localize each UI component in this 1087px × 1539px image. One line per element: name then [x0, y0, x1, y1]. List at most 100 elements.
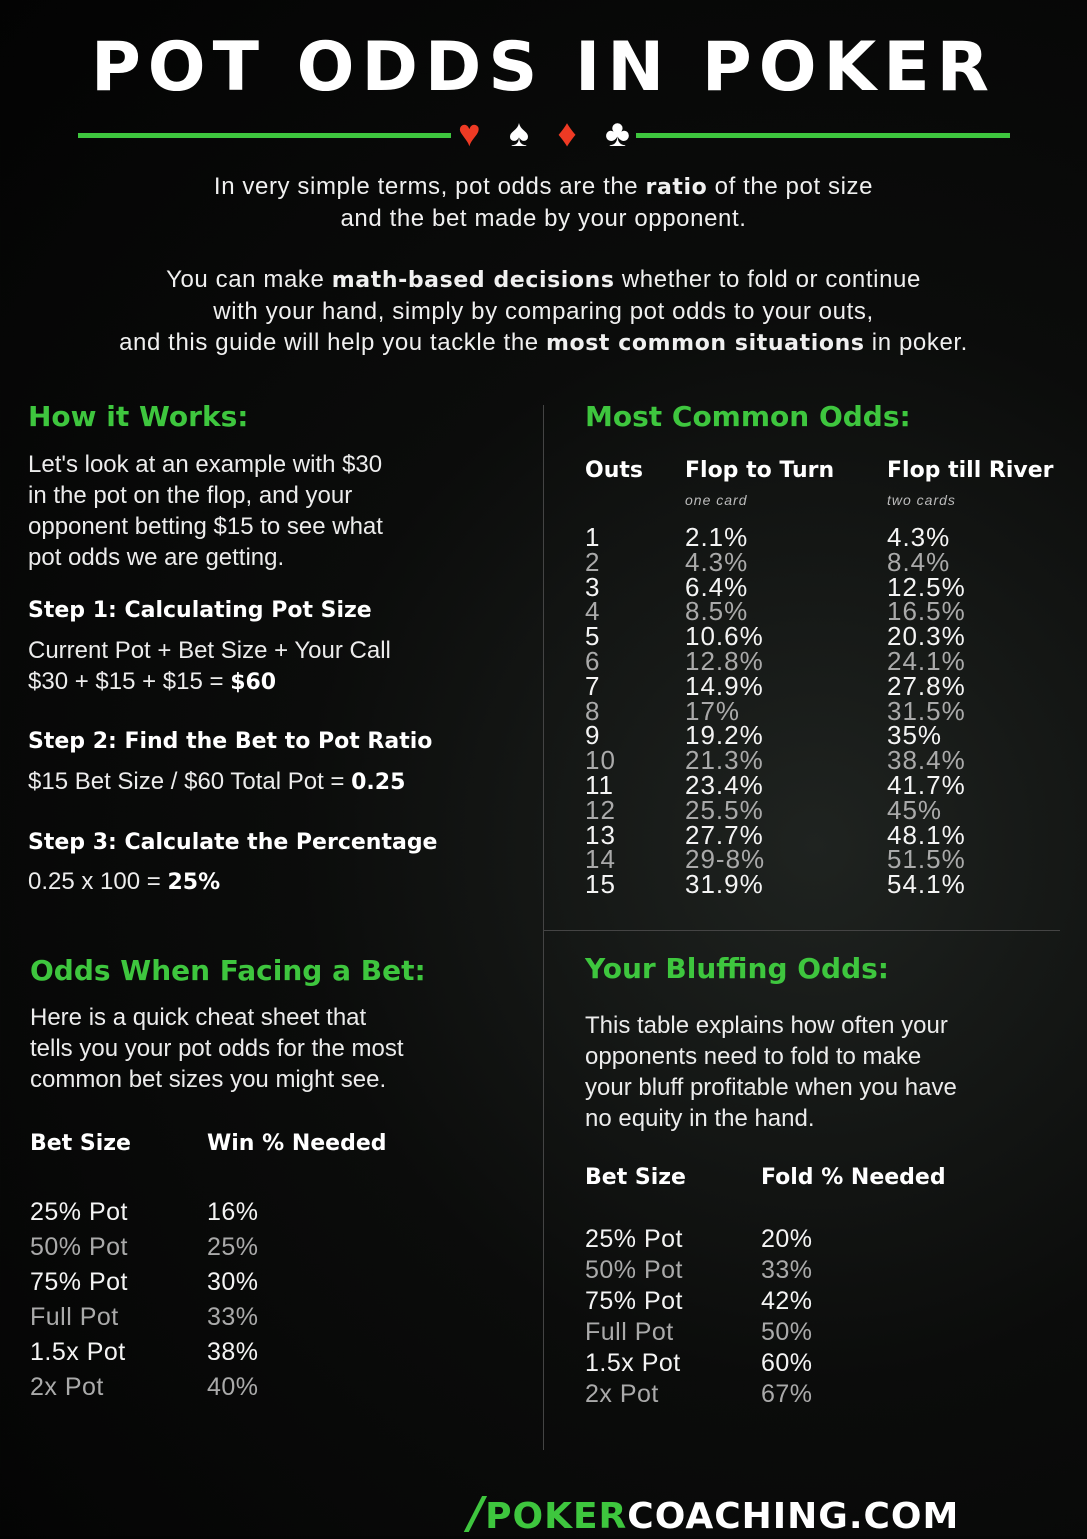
table-row: 50% Pot 25% — [30, 1233, 430, 1268]
table-cell: 50% Pot — [585, 1256, 684, 1284]
how-it-works-heading: How it Works: — [28, 400, 249, 433]
col-header-bet-size: Bet Size — [585, 1165, 686, 1190]
table-row: 1 2.1% 4.3% — [585, 522, 1065, 552]
text: Current Pot + Bet Size + Your Call — [28, 637, 391, 664]
facing-bet-text: Here is a quick cheat sheet that tells y… — [30, 1002, 404, 1095]
logo-text-coaching: COACHING.COM — [627, 1496, 960, 1537]
step-3-text: 0.25 x 100 = 25% — [28, 866, 220, 898]
facing-bet-table: 25% Pot 16% 50% Pot 25% 75% Pot 30% Full Pot 33… — [30, 1198, 430, 1408]
step-2-title: Step 2: Find the Bet to Pot Ratio — [28, 729, 433, 754]
table-cell: 17% — [685, 695, 741, 726]
page-title: POT ODDS IN POKER — [90, 28, 997, 107]
table-row: 6 12.8% 24.1% — [585, 645, 1065, 676]
table-cell: 38% — [207, 1338, 259, 1366]
table-cell: 2.1% — [685, 522, 749, 552]
table-row: 50% Pot 33% — [585, 1256, 985, 1287]
vertical-divider — [543, 405, 544, 1450]
table-row: 13 27.7% 48.1% — [585, 819, 1065, 850]
table-cell: 48.1% — [887, 819, 966, 850]
table-row: 25% Pot 20% — [585, 1225, 985, 1256]
table-cell: 21.3% — [685, 745, 764, 776]
common-odds-table: 1 2.1% 4.3% 2 4.3% 8.4% 3 6.4% 12.5% 4 8.5% 16.5% 5 1… — [585, 522, 1065, 900]
result: $60 — [230, 670, 277, 695]
logo: /POKERCOACHING.COM — [468, 1488, 959, 1539]
col-header-bet-size: Bet Size — [30, 1131, 131, 1156]
table-row: 9 19.2% 35% — [585, 720, 1065, 751]
table-row: 2 4.3% 8.4% — [585, 546, 1065, 577]
table-cell: 31.9% — [685, 869, 764, 900]
text: of the pot size — [707, 173, 874, 200]
common-odds-heading: Most Common Odds: — [585, 400, 911, 433]
table-row: 12 25.5% 45% — [585, 794, 1065, 825]
table-cell: 12.5% — [887, 571, 966, 602]
table-cell: 38.4% — [887, 745, 966, 776]
table-cell: 29-8% — [685, 844, 766, 875]
suits: ♥ ♠ ♦ ♣ — [458, 114, 630, 154]
text: your bluff profitable when you have — [585, 1074, 957, 1101]
table-cell: 11 — [585, 769, 614, 800]
table-cell: 41.7% — [887, 769, 966, 800]
table-cell: 12 — [585, 794, 616, 825]
col-header-win-needed: Win % Needed — [207, 1131, 387, 1156]
club-icon: ♣ — [605, 113, 630, 155]
table-cell: 8.5% — [685, 596, 749, 627]
table-cell: 30% — [207, 1268, 259, 1296]
table-cell: 9 — [585, 720, 601, 751]
table-cell: 4 — [585, 596, 601, 627]
table-cell: 1 — [585, 522, 601, 552]
heart-icon: ♥ — [458, 113, 481, 155]
table-cell: 51.5% — [887, 844, 966, 875]
table-cell: 1.5x Pot — [30, 1338, 126, 1366]
bold-text: ratio — [645, 175, 708, 200]
table-row: 5 10.6% 20.3% — [585, 621, 1065, 652]
text: Here is a quick cheat sheet that — [30, 1004, 367, 1031]
table-row: 1.5x Pot 38% — [30, 1338, 430, 1373]
result: 0.25 — [351, 770, 406, 795]
text: common bet sizes you might see. — [30, 1066, 387, 1093]
text: You can make — [166, 266, 332, 293]
table-cell: 20% — [761, 1225, 813, 1253]
col-header-flop-till-river: Flop till River — [887, 458, 1054, 483]
table-row: 11 23.4% 41.7% — [585, 769, 1065, 800]
table-cell: 8.4% — [887, 546, 951, 577]
table-cell: 5 — [585, 621, 601, 652]
table-cell: 67% — [761, 1380, 813, 1408]
table-cell: 25% Pot — [585, 1225, 684, 1253]
text: opponent betting $15 to see what — [28, 513, 383, 540]
facing-bet-heading: Odds When Facing a Bet: — [30, 954, 426, 987]
table-cell: 6.4% — [685, 571, 749, 602]
table-row: 25% Pot 16% — [30, 1198, 430, 1233]
text: tells you your pot odds for the most — [30, 1035, 404, 1062]
table-cell: 4.3% — [887, 522, 951, 552]
table-row: 75% Pot 30% — [30, 1268, 430, 1303]
table-row: 15 31.9% 54.1% — [585, 869, 1065, 900]
text: 0.25 x 100 = — [28, 868, 168, 895]
horizontal-divider — [544, 930, 1060, 931]
table-cell: 33% — [207, 1303, 259, 1331]
table-row: 1.5x Pot 60% — [585, 1349, 985, 1380]
table-cell: Full Pot — [585, 1318, 674, 1346]
table-cell: 42% — [761, 1287, 813, 1315]
table-cell: 27.7% — [685, 819, 764, 850]
bluffing-text: This table explains how often your oppon… — [585, 1010, 957, 1134]
table-cell: 10 — [585, 745, 616, 776]
table-cell: 27.8% — [887, 670, 966, 701]
table-cell: 40% — [207, 1373, 259, 1401]
table-cell: 4.3% — [685, 546, 749, 577]
table-cell: 75% Pot — [585, 1287, 684, 1315]
bold-text: math-based decisions — [331, 268, 615, 293]
table-cell: 6 — [585, 645, 601, 676]
diamond-icon: ♦ — [557, 113, 577, 155]
bluffing-table: 25% Pot 20% 50% Pot 33% 75% Pot 42% Full Pot 50… — [585, 1225, 985, 1411]
table-row: 2x Pot 67% — [585, 1380, 985, 1411]
bluffing-odds-heading: Your Bluffing Odds: — [585, 952, 890, 985]
text: In very simple terms, pot odds are the — [213, 173, 646, 200]
text: in the pot on the flop, and your — [28, 482, 353, 509]
table-cell: 45% — [887, 794, 943, 825]
table-cell: 23.4% — [685, 769, 764, 800]
table-cell: 54.1% — [887, 869, 966, 900]
table-cell: Full Pot — [30, 1303, 119, 1331]
table-cell: 2x Pot — [30, 1373, 104, 1401]
how-it-works-text: Let's look at an example with $30 in the… — [28, 449, 383, 573]
text: in poker. — [864, 329, 968, 356]
